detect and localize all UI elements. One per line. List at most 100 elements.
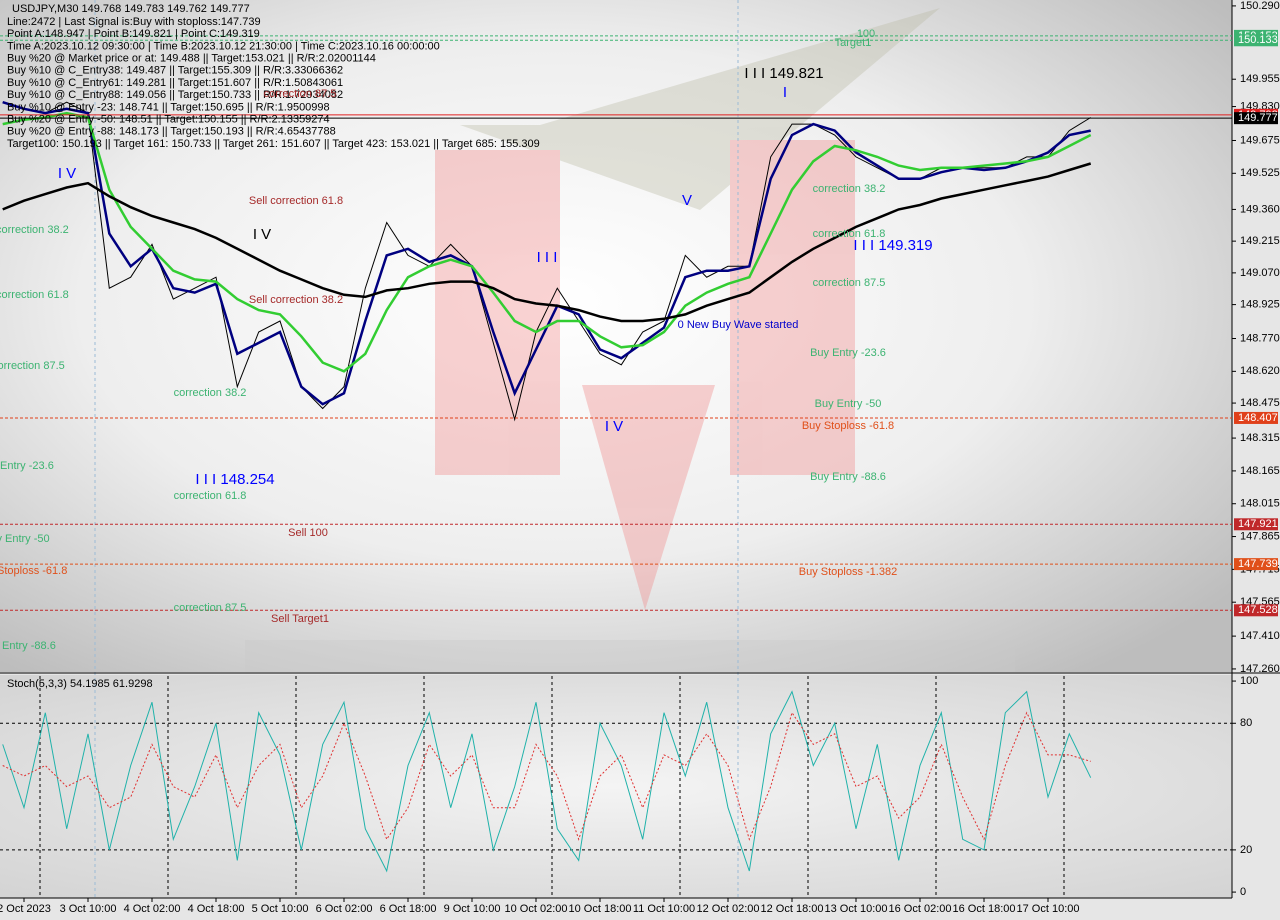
annotation: Sell correction 61.8 xyxy=(249,195,343,207)
annotation: correction 61.8 xyxy=(0,289,69,301)
level-label: 147.921 xyxy=(1238,518,1278,530)
stoch-line xyxy=(2,690,1092,873)
watermark-shape xyxy=(245,640,1015,672)
x-tick-label: 13 Oct 10:00 xyxy=(825,903,888,915)
level-label: 147.739 xyxy=(1238,558,1278,570)
annotation: correction 61.8 xyxy=(174,490,247,502)
info-line: Buy %10 @ C_Entry61: 149.281 || Target:1… xyxy=(7,77,343,89)
x-tick-label: 2 Oct 2023 xyxy=(0,903,51,915)
y-tick-label: 147.865 xyxy=(1240,530,1280,542)
annotation: 0 New Buy Wave started xyxy=(678,319,799,331)
watermark-shape xyxy=(582,385,715,610)
x-tick-label: 16 Oct 18:00 xyxy=(953,903,1016,915)
annotation: correction 87.5 xyxy=(0,360,65,372)
annotation: I I I 148.254 xyxy=(195,471,274,488)
annotation: Sell 100 xyxy=(288,527,328,539)
main-panel xyxy=(0,0,1232,672)
y-tick-label: 148.015 xyxy=(1240,498,1280,510)
annotation: Target1 xyxy=(835,37,872,49)
y-tick-label: 148.925 xyxy=(1240,299,1280,311)
annotation: correction 38.2 xyxy=(0,224,69,236)
x-tick-label: 3 Oct 10:00 xyxy=(60,903,117,915)
stoch-title: Stoch(5,3,3) 54.1985 61.9298 xyxy=(7,678,153,690)
annotation: correction 87.5 xyxy=(264,88,337,100)
annotation: I V xyxy=(605,418,623,435)
info-line: Buy %20 @ Market price or at: 149.488 ||… xyxy=(7,53,376,65)
annotation: Buy Entry -50 xyxy=(815,398,882,410)
annotation: I I I 149.821 xyxy=(744,65,823,82)
info-line: Buy %10 @ Entry -23: 148.741 || Target:1… xyxy=(7,101,330,113)
level-label-box xyxy=(1234,112,1278,125)
annotation: Buy Entry -50 xyxy=(0,533,50,545)
annotation: I V xyxy=(58,165,76,182)
y-tick-label: 147.410 xyxy=(1240,630,1280,642)
x-tick-label: 6 Oct 18:00 xyxy=(380,903,437,915)
x-tick-label: 5 Oct 10:00 xyxy=(252,903,309,915)
info-line: Target100: 150.193 || Target 161: 150.73… xyxy=(7,138,540,150)
annotation: correction 38.2 xyxy=(174,387,247,399)
annotation: Buy Entry -23.6 xyxy=(0,460,54,472)
x-tick-label: 10 Oct 18:00 xyxy=(569,903,632,915)
annotation: I xyxy=(783,84,787,101)
y-tick-label: 148.315 xyxy=(1240,432,1280,444)
y-tick-label: 100 xyxy=(1240,675,1258,687)
level-label: 150.133 xyxy=(1238,34,1278,46)
x-tick-label: 10 Oct 02:00 xyxy=(505,903,568,915)
annotation: Buy Entry -88.6 xyxy=(810,471,886,483)
moving-average xyxy=(2,162,1092,323)
x-tick-label: 16 Oct 02:00 xyxy=(889,903,952,915)
level-label-box xyxy=(1234,411,1278,424)
level-label: 148.407 xyxy=(1238,412,1278,424)
annotation: Buy Entry -23.6 xyxy=(810,347,886,359)
level-label-box xyxy=(1234,34,1278,47)
y-tick-label: 149.675 xyxy=(1240,134,1280,146)
annotation: 100 xyxy=(857,28,875,40)
level-label: 149.777 xyxy=(1238,112,1278,124)
y-tick-label: 148.165 xyxy=(1240,465,1280,477)
level-label-box xyxy=(1234,558,1278,571)
x-tick-label: 11 Oct 10:00 xyxy=(633,903,695,915)
x-tick-label: 9 Oct 10:00 xyxy=(444,903,501,915)
level-label: 147.528 xyxy=(1238,604,1278,616)
chart-title: USDJPY,M30 149.768 149.783 149.762 149.7… xyxy=(12,3,250,15)
annotation: Buy Stoploss -61.8 xyxy=(0,565,67,577)
y-tick-label: 149.955 xyxy=(1240,73,1280,85)
info-line: Line:2472 | Last Signal is:Buy with stop… xyxy=(7,16,261,28)
annotation: Sell Target1 xyxy=(271,613,329,625)
info-line: Point A:148.947 | Point B:149.821 | Poin… xyxy=(7,28,260,40)
annotation: Sell correction 38.2 xyxy=(249,294,343,306)
watermark-shape xyxy=(460,8,940,210)
annotation: Buy Stoploss -61.8 xyxy=(802,420,894,432)
y-tick-label: 148.620 xyxy=(1240,365,1280,377)
y-tick-label: 147.260 xyxy=(1240,663,1280,675)
x-tick-label: 6 Oct 02:00 xyxy=(316,903,373,915)
annotation: I I I 149.319 xyxy=(853,237,932,254)
level-label-box xyxy=(1234,518,1278,531)
watermark-shape xyxy=(730,140,855,475)
annotation: V xyxy=(682,192,692,209)
x-tick-label: 4 Oct 18:00 xyxy=(188,903,245,915)
y-tick-label: 150.290 xyxy=(1240,0,1280,12)
y-tick-label: 149.070 xyxy=(1240,267,1280,279)
x-tick-label: 12 Oct 18:00 xyxy=(761,903,824,915)
x-tick-label: 12 Oct 02:00 xyxy=(697,903,760,915)
watermark xyxy=(245,8,1015,672)
y-tick-label: 149.215 xyxy=(1240,235,1280,247)
info-line: Buy %10 @ C_Entry38: 149.487 || Target:1… xyxy=(7,65,343,77)
y-tick-label: 0 xyxy=(1240,886,1246,898)
y-tick-label: 149.525 xyxy=(1240,167,1280,179)
annotation: I I I xyxy=(537,249,558,266)
x-tick-label: 4 Oct 02:00 xyxy=(124,903,181,915)
y-tick-label: 20 xyxy=(1240,844,1252,856)
moving-average xyxy=(2,111,1092,373)
annotation: correction 38.2 xyxy=(813,183,886,195)
x-tick-label: 17 Oct 10:00 xyxy=(1017,903,1080,915)
level-label-box xyxy=(1234,604,1278,617)
y-tick-label: 80 xyxy=(1240,717,1252,729)
y-tick-label: 148.475 xyxy=(1240,397,1280,409)
y-tick-label: 149.360 xyxy=(1240,203,1280,215)
annotation: Buy Stoploss -1.382 xyxy=(799,566,897,578)
info-line: Buy %10 @ C_Entry88: 149.056 || Target:1… xyxy=(7,89,343,101)
y-tick-label: 148.770 xyxy=(1240,332,1280,344)
